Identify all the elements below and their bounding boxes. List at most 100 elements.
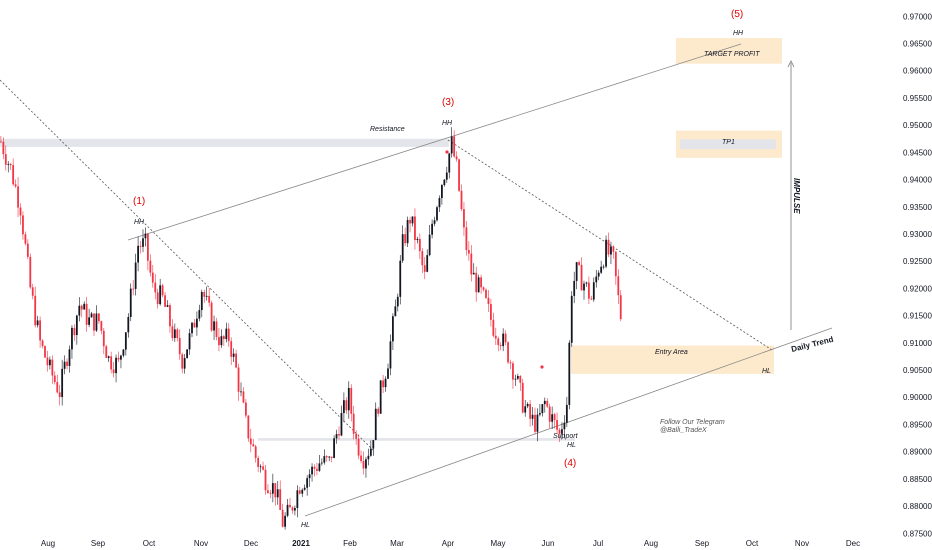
candle-body xyxy=(394,306,397,317)
candle-body xyxy=(188,333,191,350)
candle-body xyxy=(31,287,34,296)
candle-body xyxy=(39,320,41,341)
candle-body xyxy=(41,340,44,347)
candle-body xyxy=(205,295,208,297)
candle-body xyxy=(95,313,98,331)
candle-body xyxy=(592,282,595,300)
candle-body xyxy=(411,216,414,224)
price-tick-label: 0.91500 xyxy=(903,312,932,321)
candle-body xyxy=(9,163,12,166)
candle-body xyxy=(543,400,546,405)
wave-label-4: (4) xyxy=(564,458,576,469)
telegram-line-1: Follow Our Telegram xyxy=(660,419,725,426)
price-tick-label: 0.87500 xyxy=(903,529,932,538)
candle-body xyxy=(17,186,19,208)
candle-body xyxy=(428,234,431,256)
candle-body xyxy=(548,406,551,422)
candle-body xyxy=(200,291,203,311)
candle-body xyxy=(276,489,279,498)
candle-body xyxy=(12,165,15,185)
candle-body xyxy=(367,455,370,460)
candle-body xyxy=(78,305,81,316)
candle-body xyxy=(306,478,309,488)
time-tick-label: May xyxy=(490,539,505,548)
candle-body xyxy=(284,515,286,527)
candle-body xyxy=(171,326,174,339)
daily-trend-label: Daily Trend xyxy=(790,335,834,354)
candle-body xyxy=(220,336,223,346)
candle-body xyxy=(132,288,135,290)
daily-trend-line xyxy=(304,327,833,517)
tp1-label: TP1 xyxy=(722,139,735,146)
candle-body xyxy=(463,209,465,228)
time-tick-label: Dec xyxy=(244,539,258,548)
downtrend-line-1 xyxy=(0,79,376,453)
candle-body xyxy=(333,438,335,458)
candle-body xyxy=(49,359,51,366)
candle-body xyxy=(308,474,311,479)
wave-label-5: (5) xyxy=(731,9,743,20)
candle-body xyxy=(237,367,240,392)
candle-body xyxy=(472,272,475,275)
candle-body xyxy=(465,227,468,251)
candle-body xyxy=(477,277,480,293)
candle-body xyxy=(110,356,113,370)
candle-body xyxy=(455,156,458,160)
candle-body xyxy=(377,408,380,414)
candle-body xyxy=(421,251,424,266)
candle-body xyxy=(409,219,411,224)
candle-body xyxy=(186,349,188,359)
candle-body xyxy=(387,368,389,379)
candle-body xyxy=(610,246,612,255)
tp1-inner-band xyxy=(680,139,776,150)
candle-body xyxy=(323,456,326,463)
candle-body xyxy=(531,414,534,419)
candle-body xyxy=(546,400,549,407)
candle-body xyxy=(61,368,64,398)
candle-body xyxy=(529,403,531,419)
candle-body xyxy=(426,255,429,272)
candle-body xyxy=(73,327,76,336)
candle-body xyxy=(534,414,536,432)
candle-body xyxy=(404,234,407,244)
candle-body xyxy=(597,272,600,277)
candle-body xyxy=(470,253,473,275)
candle-body xyxy=(458,159,460,191)
price-axis[interactable]: 0.97000 0.96500 0.96000 0.95500 0.95000 0.945… xyxy=(903,12,932,538)
candle-body xyxy=(298,490,301,494)
candle-body xyxy=(68,349,71,366)
price-tick-label: 0.89000 xyxy=(903,448,932,457)
candle-body xyxy=(63,361,66,369)
candle-body xyxy=(122,349,125,356)
candle-body xyxy=(396,296,399,307)
candle-body xyxy=(252,444,255,447)
candle-body xyxy=(374,408,377,441)
downtrend-line-2 xyxy=(447,139,773,351)
candle-body xyxy=(590,298,593,300)
time-tick-label: Sep xyxy=(91,539,106,548)
impulse-arrow xyxy=(787,60,795,330)
candle-body xyxy=(46,357,49,366)
candle-body xyxy=(389,341,392,369)
candle-body xyxy=(487,297,490,305)
wave-label-3: (3) xyxy=(442,97,454,108)
candle-body xyxy=(19,207,22,216)
candle-body xyxy=(173,329,176,339)
candle-body xyxy=(142,238,144,247)
candle-body xyxy=(44,346,46,358)
candle-body xyxy=(345,400,348,411)
candle-body xyxy=(88,317,90,325)
candle-body xyxy=(369,448,372,456)
candle-body xyxy=(551,414,554,422)
candle-body xyxy=(568,342,571,405)
candle-body xyxy=(357,438,360,456)
candle-body xyxy=(245,402,247,416)
candle-body xyxy=(24,234,27,244)
candle-body xyxy=(159,285,162,305)
candle-body xyxy=(269,492,272,494)
time-axis[interactable]: Aug Sep Oct Nov Dec 2021 Feb Mar Apr May Jun Jul Aug… xyxy=(41,539,860,548)
price-tick-label: 0.88500 xyxy=(903,475,932,484)
price-tick-label: 0.88000 xyxy=(903,502,932,511)
candle-body xyxy=(156,292,159,305)
